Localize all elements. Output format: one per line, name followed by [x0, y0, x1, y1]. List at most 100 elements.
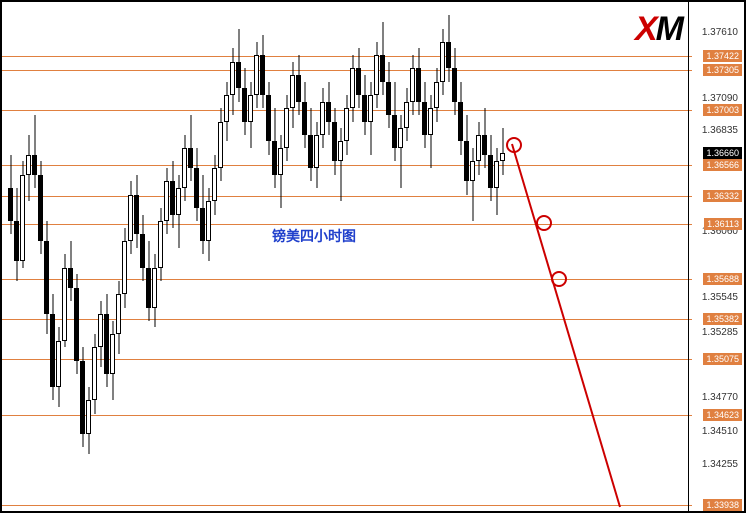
candle: [266, 2, 271, 513]
candle: [164, 2, 169, 513]
candle: [218, 2, 223, 513]
candle: [296, 2, 301, 513]
candle: [170, 2, 175, 513]
price-axis-label: 1.34510: [702, 426, 738, 437]
candle: [26, 2, 31, 513]
current-price-label: 1.36660: [703, 147, 742, 159]
horizontal-level-label: 1.33938: [703, 499, 742, 511]
candle: [446, 2, 451, 513]
chart-title: 镑美四小时图: [272, 226, 356, 246]
candle: [50, 2, 55, 513]
candle: [188, 2, 193, 513]
candle: [20, 2, 25, 513]
horizontal-level-label: 1.37003: [703, 104, 742, 116]
candle: [260, 2, 265, 513]
candle: [482, 2, 487, 513]
target-circle-marker: [506, 137, 522, 153]
candle: [398, 2, 403, 513]
candle: [134, 2, 139, 513]
horizontal-level-label: 1.36566: [703, 159, 742, 171]
candle: [458, 2, 463, 513]
candle: [146, 2, 151, 513]
candle: [272, 2, 277, 513]
candle: [284, 2, 289, 513]
candle: [236, 2, 241, 513]
candle: [158, 2, 163, 513]
candle: [38, 2, 43, 513]
candle: [92, 2, 97, 513]
candle: [44, 2, 49, 513]
horizontal-level-label: 1.37422: [703, 50, 742, 62]
candle: [368, 2, 373, 513]
candle: [248, 2, 253, 513]
candle: [332, 2, 337, 513]
candle: [464, 2, 469, 513]
candle: [200, 2, 205, 513]
candle: [392, 2, 397, 513]
candle: [122, 2, 127, 513]
candle: [338, 2, 343, 513]
candle: [422, 2, 427, 513]
horizontal-level-label: 1.35382: [703, 313, 742, 325]
price-axis-label: 1.36835: [702, 125, 738, 136]
horizontal-level-label: 1.36332: [703, 190, 742, 202]
logo-m-letter: M: [656, 10, 682, 48]
target-circle-marker: [551, 271, 567, 287]
candle: [212, 2, 217, 513]
target-circle-marker: [536, 215, 552, 231]
candle: [314, 2, 319, 513]
candle: [440, 2, 445, 513]
candle: [428, 2, 433, 513]
candle: [230, 2, 235, 513]
candle: [470, 2, 475, 513]
candle: [128, 2, 133, 513]
candle: [290, 2, 295, 513]
price-axis-label: 1.35285: [702, 327, 738, 338]
candle: [344, 2, 349, 513]
candle: [494, 2, 499, 513]
candle: [56, 2, 61, 513]
candle: [116, 2, 121, 513]
candle: [362, 2, 367, 513]
candle: [176, 2, 181, 513]
price-axis-label: 1.34255: [702, 459, 738, 470]
candle: [386, 2, 391, 513]
candle: [500, 2, 505, 513]
candle: [476, 2, 481, 513]
candle: [374, 2, 379, 513]
chart-container[interactable]: 镑美四小时图 1.376101.370901.368351.360601.355…: [0, 0, 746, 513]
horizontal-level-label: 1.35688: [703, 273, 742, 285]
candle: [206, 2, 211, 513]
candle: [404, 2, 409, 513]
xm-logo: XM: [635, 10, 682, 49]
candle: [224, 2, 229, 513]
candle: [410, 2, 415, 513]
candle: [14, 2, 19, 513]
chart-plot-area[interactable]: 镑美四小时图: [2, 2, 692, 513]
horizontal-level-label: 1.36113: [704, 218, 742, 230]
candle: [356, 2, 361, 513]
candle: [488, 2, 493, 513]
candle: [140, 2, 145, 513]
candle: [416, 2, 421, 513]
candle: [242, 2, 247, 513]
candle: [68, 2, 73, 513]
horizontal-level-label: 1.37305: [703, 64, 742, 76]
price-axis-label: 1.34770: [702, 392, 738, 403]
candle: [320, 2, 325, 513]
candle: [194, 2, 199, 513]
price-axis-label: 1.35545: [702, 292, 738, 303]
price-axis-label: 1.37090: [702, 93, 738, 104]
candle: [98, 2, 103, 513]
candle: [308, 2, 313, 513]
candle: [278, 2, 283, 513]
candle: [254, 2, 259, 513]
candle: [86, 2, 91, 513]
horizontal-level-label: 1.34623: [703, 409, 742, 421]
price-axis: 1.376101.370901.368351.360601.355451.352…: [688, 2, 744, 513]
candle: [32, 2, 37, 513]
logo-x-letter: X: [635, 10, 656, 48]
price-axis-label: 1.37610: [702, 27, 738, 38]
candle: [302, 2, 307, 513]
horizontal-level-label: 1.35075: [703, 353, 742, 365]
